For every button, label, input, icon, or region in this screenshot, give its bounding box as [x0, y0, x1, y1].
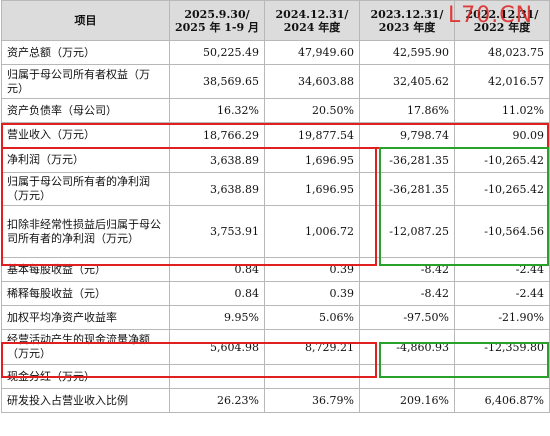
table-row: 资产总额（万元） 50,225.49 47,949.60 42,595.90 48,02…	[1, 40, 550, 65]
watermark: L70.CN	[448, 3, 534, 28]
row-value: -36,281.35	[359, 147, 455, 173]
row-value: 20.50%	[264, 98, 360, 123]
row-value: -97.50%	[359, 305, 455, 330]
row-value: -2.44	[454, 281, 550, 306]
header-date: 2024.12.31/	[275, 7, 349, 21]
table-row: 加权平均净资产收益率 9.95% 5.06% -97.50% -21.90%	[1, 305, 550, 330]
row-value: 16.32%	[169, 98, 265, 123]
row-value: 1,696.95	[264, 172, 360, 206]
row-value: 34,603.88	[264, 64, 360, 99]
table-row: 营业收入（万元） 18,766.29 19,877.54 9,798.74 90.09	[1, 122, 550, 148]
row-value: -10,564.56	[454, 205, 550, 258]
header-2024: 2024.12.31/2024 年度	[264, 0, 360, 41]
row-value: 48,023.75	[454, 40, 550, 65]
table-row: 现金分红（万元） - - - -	[1, 364, 550, 389]
row-label: 经营活动产生的现金流量净额（万元）	[1, 329, 170, 365]
row-value: 209.16%	[359, 388, 455, 413]
row-value: 11.02%	[454, 98, 550, 123]
row-value: -8.42	[359, 281, 455, 306]
row-value: 32,405.62	[359, 64, 455, 99]
table-row: 归属于母公司所有者的净利润（万元） 3,638.89 1,696.95 -36,281…	[1, 172, 550, 206]
row-value: 9.95%	[169, 305, 265, 330]
row-label: 归属于母公司所有者权益（万元）	[1, 64, 170, 99]
header-period: 2025 年 1-9 月	[175, 20, 259, 34]
header-period: 2022 年度	[473, 20, 531, 34]
row-value: 17.86%	[359, 98, 455, 123]
header-date: 2025.9.30/	[184, 7, 250, 21]
row-label: 基本每股收益（元）	[1, 257, 170, 282]
row-value: -4,860.93	[359, 329, 455, 365]
row-value: 18,766.29	[169, 122, 265, 148]
header-2025: 2025.9.30/2025 年 1-9 月	[169, 0, 265, 41]
table-row: 基本每股收益（元） 0.84 0.39 -8.42 -2.44	[1, 257, 550, 282]
row-value: 19,877.54	[264, 122, 360, 148]
row-value: -	[264, 364, 360, 389]
row-value: 1,006.72	[264, 205, 360, 258]
row-value: -10,265.42	[454, 147, 550, 173]
header-row: 项目 2025.9.30/2025 年 1-9 月 2024.12.31/202…	[1, 0, 550, 41]
row-label: 加权平均净资产收益率	[1, 305, 170, 330]
header-date: 2023.12.31/	[370, 7, 444, 21]
header-text: 项目	[74, 14, 97, 27]
table-row: 扣除非经常性损益后归属于母公司所有者的净利润（万元） 3,753.91 1,006.…	[1, 205, 550, 258]
row-value: 9,798.74	[359, 122, 455, 148]
row-value: 5.06%	[264, 305, 360, 330]
row-value: 3,638.89	[169, 172, 265, 206]
header-item: 项目	[1, 0, 170, 41]
row-label: 扣除非经常性损益后归属于母公司所有者的净利润（万元）	[1, 205, 170, 258]
row-value: 5,604.98	[169, 329, 265, 365]
row-value: -10,265.42	[454, 172, 550, 206]
row-value: -12,087.25	[359, 205, 455, 258]
header-period: 2024 年度	[283, 20, 341, 34]
row-value: -36,281.35	[359, 172, 455, 206]
row-value: 42,016.57	[454, 64, 550, 99]
financial-table: 项目 2025.9.30/2025 年 1-9 月 2024.12.31/202…	[1, 0, 550, 413]
row-label: 研发投入占营业收入比例	[1, 388, 170, 413]
table-row: 经营活动产生的现金流量净额（万元） 5,604.98 8,729.21 -4,860.…	[1, 329, 550, 365]
row-value: 90.09	[454, 122, 550, 148]
row-label: 现金分红（万元）	[1, 364, 170, 389]
row-value: 3,753.91	[169, 205, 265, 258]
row-value: 47,949.60	[264, 40, 360, 65]
row-value: -12,359.80	[454, 329, 550, 365]
row-value: 26.23%	[169, 388, 265, 413]
table-row: 稀释每股收益（元） 0.84 0.39 -8.42 -2.44	[1, 281, 550, 306]
row-value: -21.90%	[454, 305, 550, 330]
row-value: 6,406.87%	[454, 388, 550, 413]
row-value: -	[169, 364, 265, 389]
row-label: 稀释每股收益（元）	[1, 281, 170, 306]
row-value: 0.39	[264, 281, 360, 306]
row-label: 归属于母公司所有者的净利润（万元）	[1, 172, 170, 206]
table-row: 归属于母公司所有者权益（万元） 38,569.65 34,603.88 32,405.…	[1, 64, 550, 99]
row-value: 0.84	[169, 281, 265, 306]
table-row: 资产负债率（母公司） 16.32% 20.50% 17.86% 11.02%	[1, 98, 550, 123]
header-date: 2022.12.31/	[465, 7, 539, 21]
table-row: 净利润（万元） 3,638.89 1,696.95 -36,281.35 -10,265…	[1, 147, 550, 173]
row-value: -	[454, 364, 550, 389]
row-value: 42,595.90	[359, 40, 455, 65]
row-value: 3,638.89	[169, 147, 265, 173]
row-label: 净利润（万元）	[1, 147, 170, 173]
header-period: 2023 年度	[378, 20, 436, 34]
row-value: 36.79%	[264, 388, 360, 413]
table-row: 研发投入占营业收入比例 26.23% 36.79% 209.16% 6,406.87%	[1, 388, 550, 413]
row-value: 1,696.95	[264, 147, 360, 173]
header-2023: 2023.12.31/2023 年度	[359, 0, 455, 41]
row-value: 38,569.65	[169, 64, 265, 99]
row-value: -	[359, 364, 455, 389]
row-value: 0.84	[169, 257, 265, 282]
row-value: 50,225.49	[169, 40, 265, 65]
row-label: 资产总额（万元）	[1, 40, 170, 65]
row-value: -8.42	[359, 257, 455, 282]
row-value: 8,729.21	[264, 329, 360, 365]
row-label: 营业收入（万元）	[1, 122, 170, 148]
row-value: 0.39	[264, 257, 360, 282]
row-value: -2.44	[454, 257, 550, 282]
row-label: 资产负债率（母公司）	[1, 98, 170, 123]
